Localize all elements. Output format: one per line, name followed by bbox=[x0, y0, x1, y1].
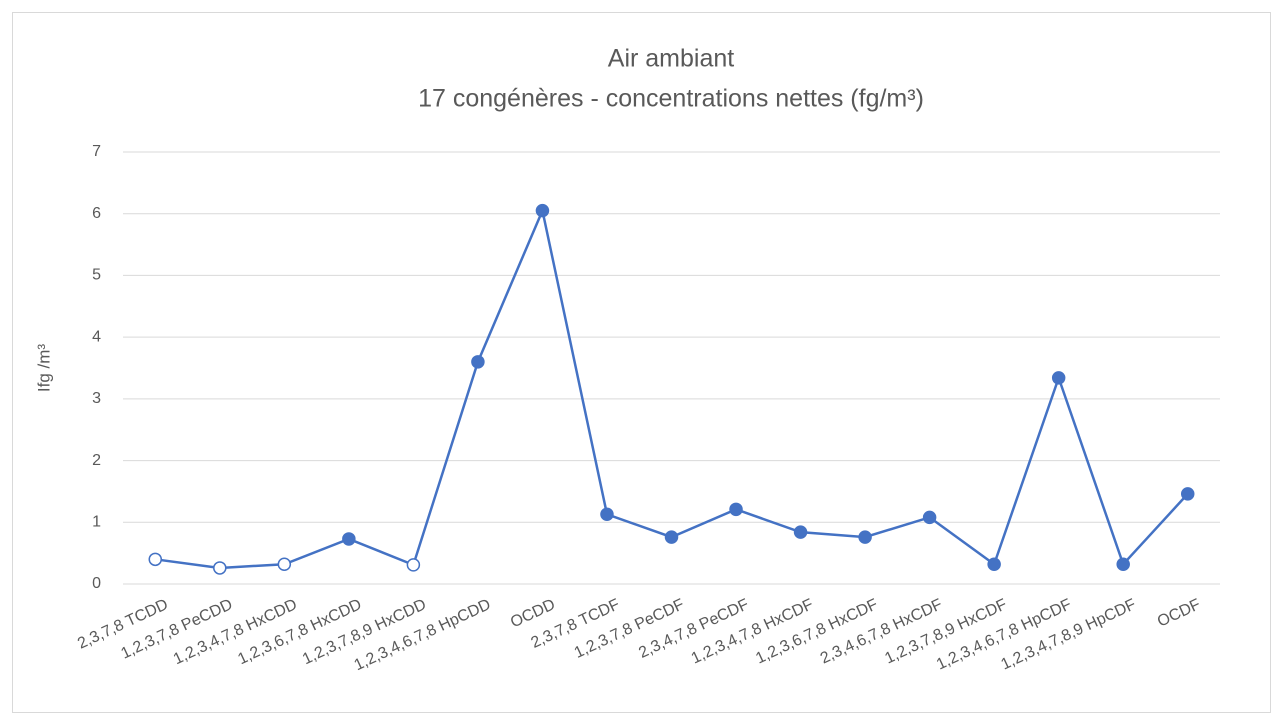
chart-title: Air ambiant bbox=[608, 45, 734, 73]
y-tick-label: 7 bbox=[92, 143, 101, 160]
y-tick-label: 5 bbox=[92, 267, 101, 284]
marker bbox=[406, 558, 421, 572]
marker bbox=[858, 530, 872, 544]
y-tick-label: 1 bbox=[92, 514, 101, 531]
marker bbox=[600, 507, 614, 522]
marker bbox=[922, 510, 937, 525]
marker bbox=[1051, 371, 1066, 385]
marker bbox=[987, 557, 1001, 572]
marker bbox=[729, 502, 743, 517]
chart-subtitle: 17 congénères - concentrations nettes (f… bbox=[418, 85, 924, 113]
marker bbox=[213, 561, 227, 575]
marker bbox=[342, 532, 356, 546]
y-tick-label: 0 bbox=[92, 575, 101, 592]
marker bbox=[471, 355, 485, 369]
marker bbox=[148, 552, 163, 567]
y-tick-label: 4 bbox=[92, 328, 101, 345]
marker bbox=[535, 203, 550, 218]
marker bbox=[277, 557, 292, 572]
chart-border bbox=[12, 12, 1271, 713]
marker bbox=[793, 525, 808, 539]
marker bbox=[1180, 487, 1195, 501]
y-tick-label: 2 bbox=[92, 452, 101, 469]
marker bbox=[1116, 557, 1130, 572]
y-tick-label: 3 bbox=[92, 390, 101, 407]
y-axis-label: Ifg /m³ bbox=[34, 344, 53, 393]
marker bbox=[664, 530, 679, 544]
y-tick-label: 6 bbox=[92, 205, 101, 222]
